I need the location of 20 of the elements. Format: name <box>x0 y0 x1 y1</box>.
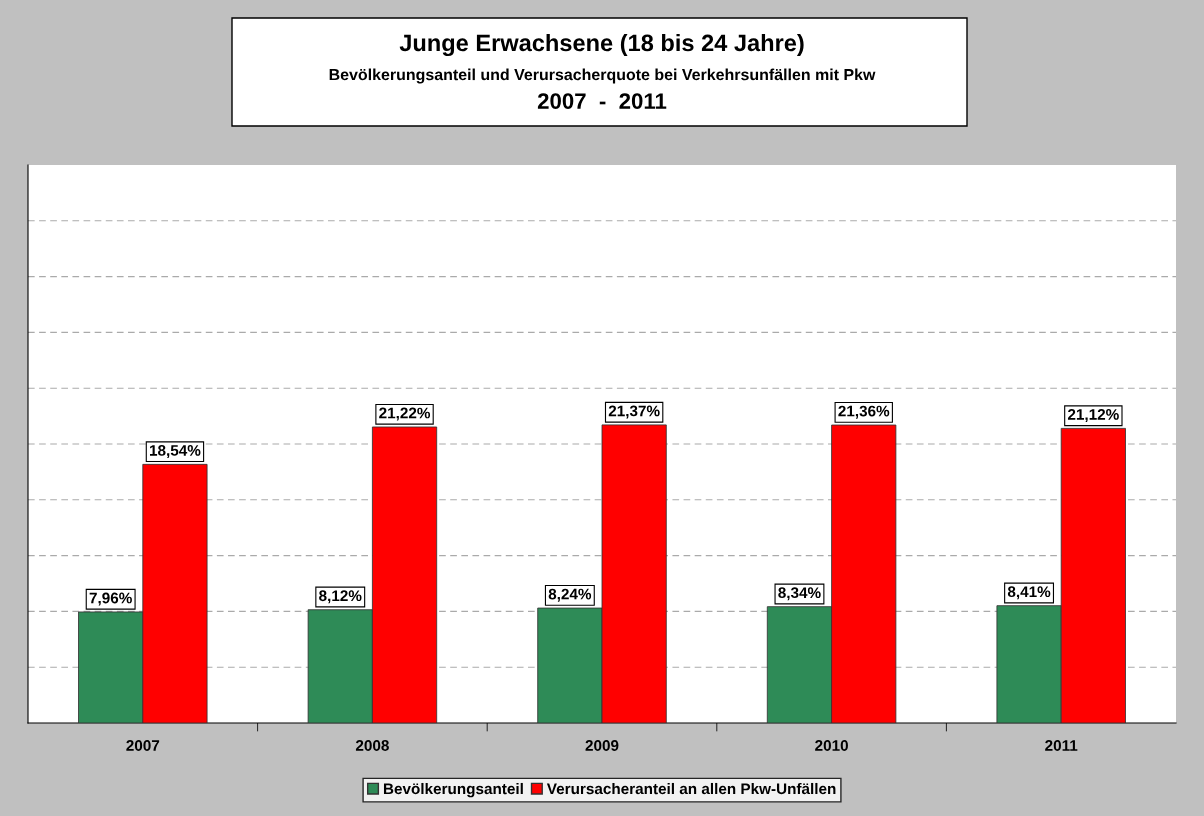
data-label: 8,34% <box>778 587 821 601</box>
x-tick-label: 2010 <box>815 740 848 751</box>
data-label: 21,12% <box>1067 408 1119 423</box>
data-label: 18,54% <box>150 444 201 459</box>
chart-title: Junge Erwachsene (18 bis 24 Jahre) <box>399 33 804 57</box>
data-label: 7,96% <box>89 592 132 606</box>
x-tick-label: 2009 <box>585 740 619 751</box>
data-label: 8,12% <box>319 590 362 604</box>
data-label: 21,36% <box>838 405 890 419</box>
x-tick-label: 2008 <box>355 740 389 751</box>
data-label: 8,41% <box>1007 586 1051 600</box>
text: 2007 - 2011 <box>537 93 667 109</box>
legend-label: Bevölkerungsanteil <box>383 782 523 798</box>
data-label: 21,22% <box>379 407 431 421</box>
x-tick-label: 2011 <box>1045 740 1078 751</box>
chart-subtitle: Bevölkerungsanteil und Verursacherquote bei Verkehrsunfällen mit Pkw <box>329 68 876 84</box>
data-label: 21,37% <box>608 405 660 419</box>
x-tick-label: 2007 <box>126 740 160 751</box>
legend-label: Verursacheranteil an allen Pkw-Unfällen <box>546 782 836 795</box>
data-label: 8,24% <box>548 588 592 602</box>
